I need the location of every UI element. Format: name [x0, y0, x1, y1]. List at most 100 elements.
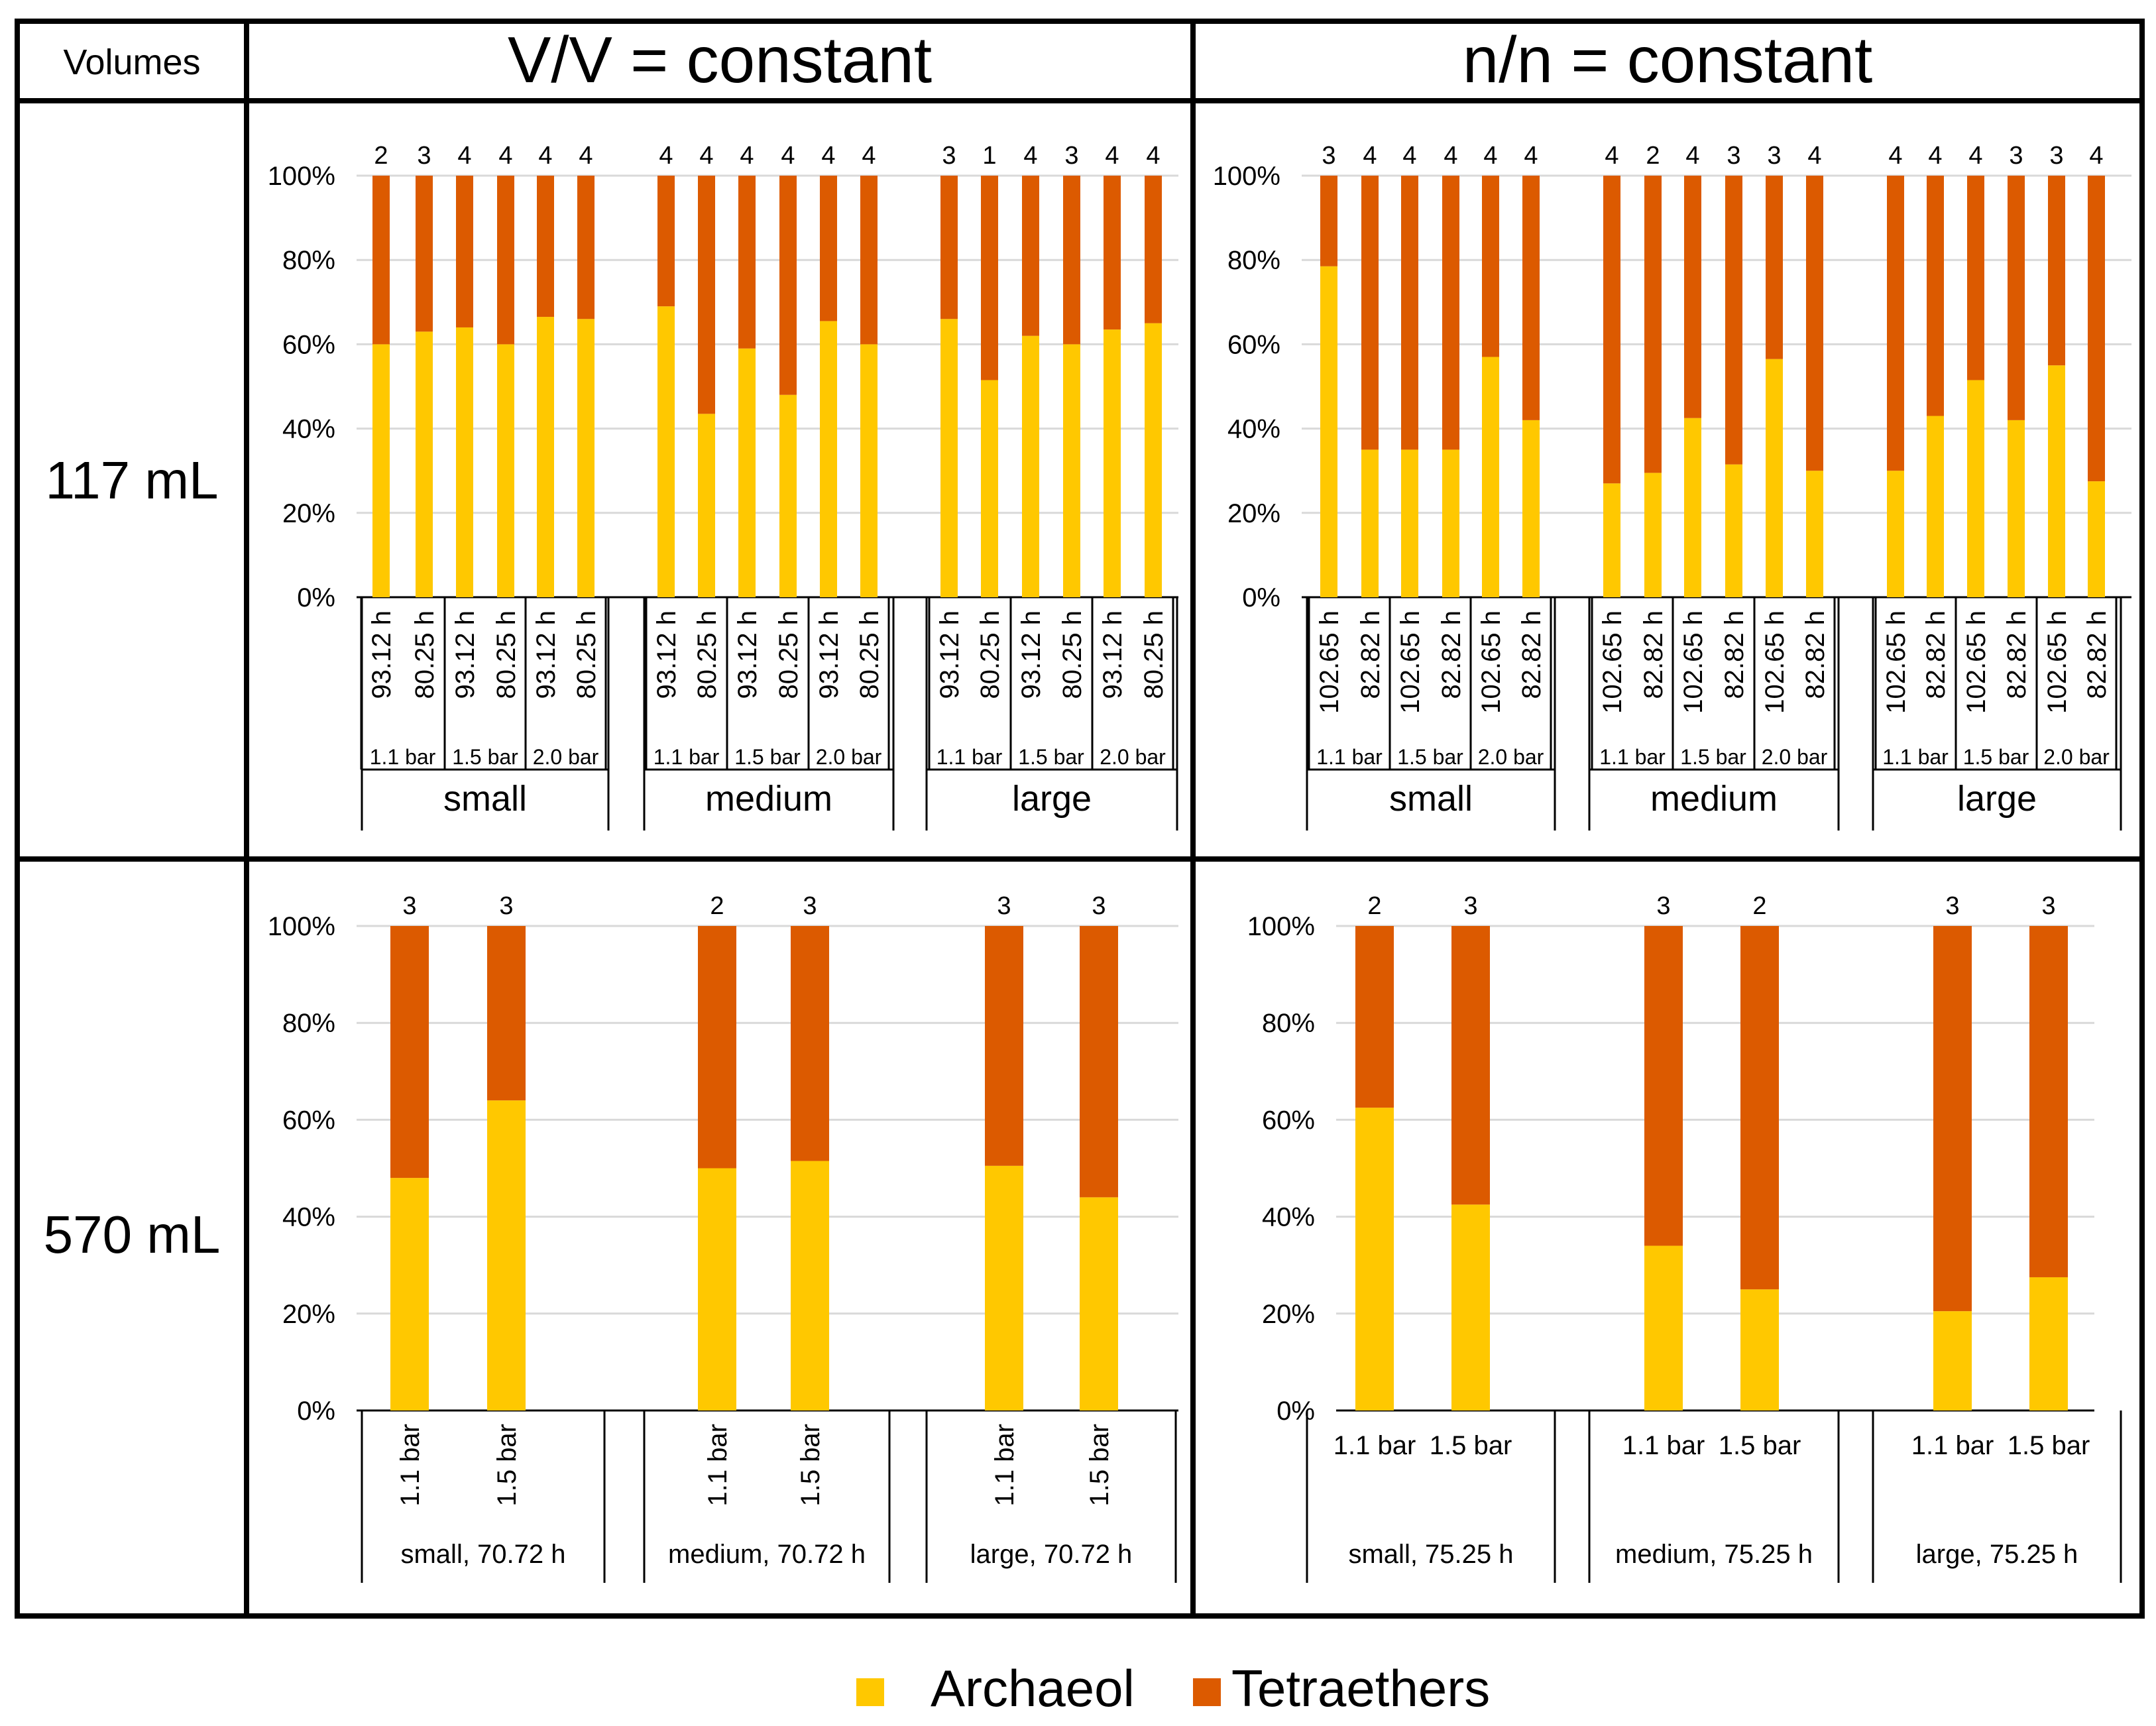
- bar-archaeol: [537, 317, 554, 597]
- sample-count-label: 4: [1363, 142, 1377, 170]
- bar-archaeol: [1401, 449, 1418, 597]
- y-tick-label: 60%: [282, 330, 335, 359]
- y-tick-label: 0%: [1277, 1397, 1315, 1426]
- bar-tetraethers: [1063, 176, 1080, 345]
- y-tick-label: 40%: [282, 1203, 335, 1232]
- bar-archaeol: [860, 344, 878, 597]
- time-label: 80.25 h: [774, 610, 803, 699]
- pressure-label: 2.0 bar: [2043, 745, 2110, 769]
- bar-archaeol: [698, 1168, 736, 1410]
- group-label: large: [1957, 779, 2037, 819]
- bar-archaeol: [1355, 1108, 1394, 1410]
- bar-archaeol: [698, 414, 715, 597]
- bar-archaeol: [1725, 464, 1742, 597]
- time-label: 102.65 h: [1882, 610, 1911, 714]
- bar-tetraethers: [1482, 176, 1499, 357]
- sample-count-label: 3: [499, 892, 513, 920]
- sample-count-label: 3: [1727, 142, 1740, 170]
- time-label: 80.25 h: [1139, 610, 1168, 699]
- bar-tetraethers: [537, 176, 554, 317]
- time-label: 82.82 h: [1921, 610, 1951, 699]
- sample-count-label: 4: [862, 142, 876, 170]
- sample-count-label: 4: [1105, 142, 1119, 170]
- pressure-label: 2.0 bar: [1762, 745, 1828, 769]
- bar-archaeol: [985, 1165, 1023, 1410]
- sample-count-label: 3: [1656, 892, 1670, 920]
- bar-archaeol: [1740, 1289, 1779, 1410]
- bar-tetraethers: [1967, 176, 1984, 380]
- bar-archaeol: [1080, 1197, 1118, 1410]
- legend-swatch-archaeol: [856, 1678, 884, 1706]
- sample-count-label: 3: [997, 892, 1011, 920]
- time-label: 80.25 h: [1058, 610, 1087, 699]
- group-label: large, 75.25 h: [1916, 1540, 2078, 1569]
- bar-archaeol: [791, 1161, 829, 1410]
- sample-count-label: 3: [1064, 142, 1078, 170]
- bar-archaeol: [1022, 335, 1039, 597]
- time-label: 93.12 h: [1017, 610, 1046, 699]
- y-tick-label: 40%: [1227, 415, 1280, 444]
- pressure-label: 1.1 bar: [1911, 1431, 1994, 1460]
- group-label: medium, 70.72 h: [668, 1540, 866, 1569]
- pressure-label: 1.1 bar: [396, 1424, 425, 1507]
- pressure-label: 1.1 bar: [1316, 745, 1383, 769]
- bar-archaeol: [1442, 449, 1459, 597]
- bar-tetraethers: [791, 926, 829, 1161]
- sample-count-label: 4: [1444, 142, 1457, 170]
- sample-count-label: 3: [402, 892, 416, 920]
- row-header-570: 570 mL: [44, 1205, 221, 1264]
- pressure-label: 2.0 bar: [1100, 745, 1166, 769]
- bar-archaeol: [372, 344, 390, 597]
- sample-count-label: 3: [1767, 142, 1781, 170]
- group-label: medium: [705, 779, 832, 819]
- bar-archaeol: [577, 319, 595, 597]
- time-label: 93.12 h: [935, 610, 964, 699]
- table-grid: [15, 19, 2145, 1619]
- sample-count-label: 4: [538, 142, 552, 170]
- time-label: 80.25 h: [855, 610, 884, 699]
- group-label: medium: [1650, 779, 1778, 819]
- sample-count-label: 2: [710, 892, 724, 920]
- bar-tetraethers: [1684, 176, 1701, 418]
- bar-archaeol: [981, 380, 998, 597]
- y-tick-label: 80%: [1227, 246, 1280, 275]
- sample-count-label: 4: [1807, 142, 1821, 170]
- time-label: 80.25 h: [693, 610, 722, 699]
- bar-archaeol: [1644, 1245, 1683, 1410]
- y-tick-label: 0%: [297, 1397, 335, 1426]
- bar-tetraethers: [1927, 176, 1944, 416]
- time-label: 102.65 h: [1962, 610, 1991, 714]
- pressure-label: 1.5 bar: [1430, 1431, 1512, 1460]
- bar-tetraethers: [456, 176, 473, 327]
- sample-count-label: 4: [1968, 142, 1982, 170]
- bar-tetraethers: [497, 176, 514, 345]
- bar-tetraethers: [1603, 176, 1620, 484]
- row-header-117: 117 mL: [46, 451, 219, 510]
- y-tick-label: 100%: [1213, 162, 1280, 191]
- group-label: small: [443, 779, 527, 819]
- y-tick-label: 20%: [1227, 499, 1280, 528]
- y-tick-label: 60%: [282, 1106, 335, 1135]
- sample-count-label: 4: [781, 142, 795, 170]
- sample-count-label: 3: [1322, 142, 1335, 170]
- bar-tetraethers: [1522, 176, 1540, 420]
- bar-tetraethers: [940, 176, 958, 319]
- sample-count-label: 4: [498, 142, 512, 170]
- time-label: 102.65 h: [1477, 610, 1506, 714]
- sample-count-label: 4: [1402, 142, 1416, 170]
- sample-count-label: 2: [1752, 892, 1766, 920]
- pressure-label: 1.5 bar: [1680, 745, 1746, 769]
- time-label: 80.25 h: [492, 610, 521, 699]
- bar-archaeol: [2088, 481, 2105, 597]
- sample-count-label: 4: [740, 142, 754, 170]
- bar-tetraethers: [1451, 926, 1490, 1205]
- y-tick-label: 20%: [282, 499, 335, 528]
- bar-archaeol: [2029, 1277, 2068, 1410]
- bar-archaeol: [1320, 266, 1337, 597]
- bar-tetraethers: [1080, 926, 1118, 1198]
- bar-archaeol: [1361, 449, 1379, 597]
- bar-archaeol: [416, 331, 433, 597]
- time-label: 102.65 h: [1315, 610, 1344, 714]
- sample-count-label: 3: [1092, 892, 1106, 920]
- bar-tetraethers: [1644, 176, 1662, 473]
